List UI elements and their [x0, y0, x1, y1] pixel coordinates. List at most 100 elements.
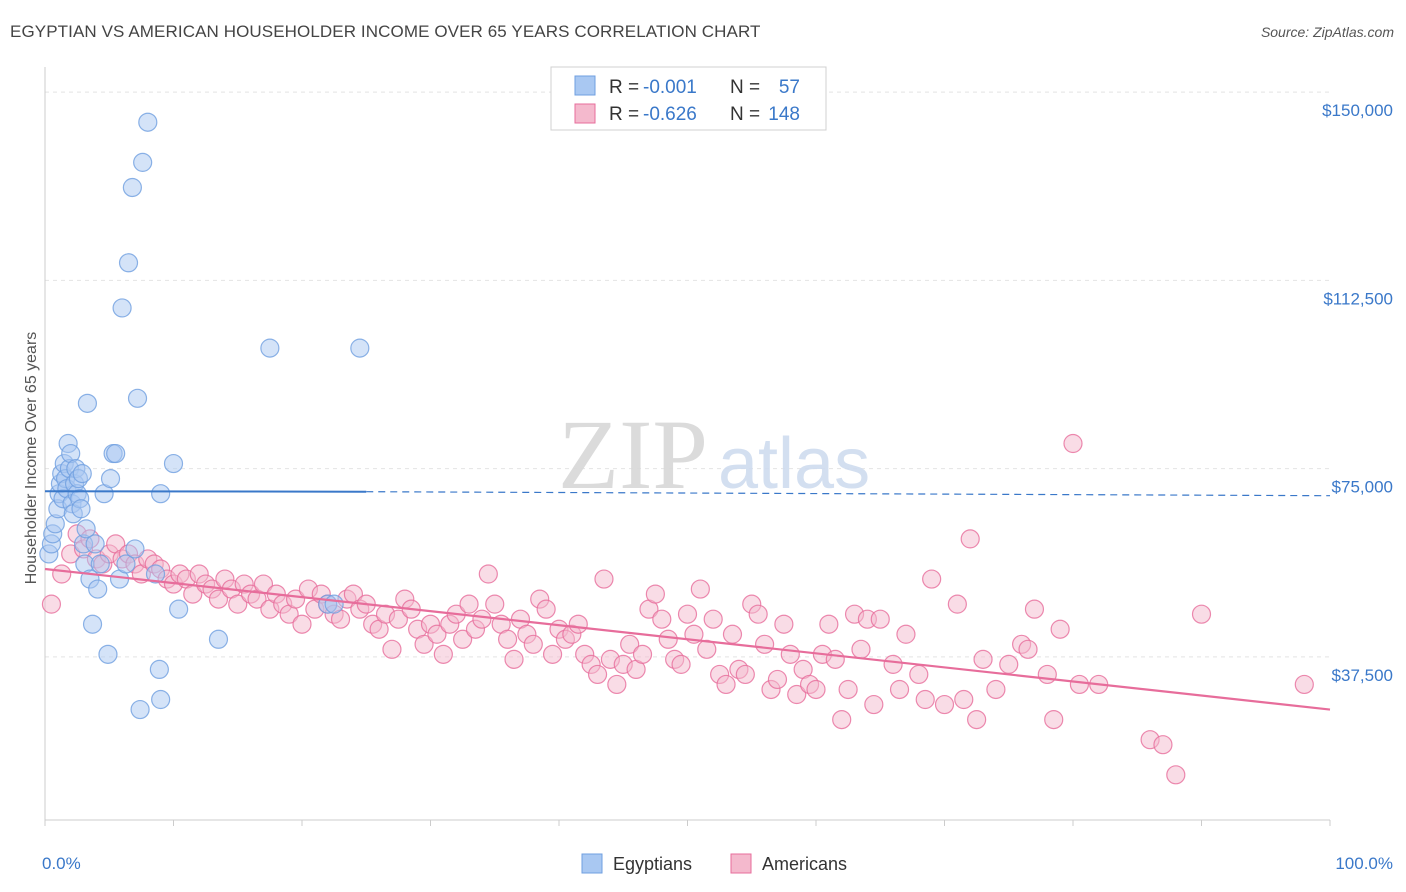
egyptians-point: [151, 689, 171, 710]
americans-point: [883, 654, 903, 674]
americans-point: [1063, 433, 1083, 454]
americans-point: [652, 609, 672, 629]
americans-point: [819, 614, 839, 634]
americans-point: [703, 609, 723, 629]
egyptians-point: [130, 699, 150, 720]
legend-box: R = -0.001 N = 57 R = -0.626 N = 148: [550, 66, 827, 131]
egyptians-point: [88, 579, 108, 599]
x-tick-labels: 0.0% 100.0%: [42, 854, 1393, 873]
americans-point: [934, 694, 955, 715]
americans-point: [922, 569, 942, 589]
egyptians-point: [112, 298, 132, 318]
y-tick-labels: $150,000 $112,500 $75,000 $37,500: [1322, 101, 1393, 685]
legend-n-label-egyptians: N =: [730, 77, 760, 98]
egyptians-points: [39, 112, 370, 720]
americans-point: [632, 644, 653, 664]
americans-point: [208, 589, 229, 609]
americans-point: [915, 689, 935, 710]
y-tick-label: $75,000: [1332, 478, 1393, 497]
grid-lines: [45, 91, 1330, 658]
bottom-legend-swatch-egyptians: [581, 853, 603, 874]
legend-swatch-egyptians: [574, 75, 596, 96]
chart-source: Source: ZipAtlas.com: [1260, 24, 1394, 40]
americans-point: [478, 564, 498, 584]
egyptians-point: [324, 594, 344, 614]
egyptians-point: [76, 519, 96, 539]
americans-point: [498, 629, 518, 649]
americans-point: [52, 564, 72, 584]
legend-n-value-americans: 148: [768, 104, 800, 125]
americans-point: [645, 584, 665, 604]
legend-r-label-egyptians: R =: [609, 77, 639, 98]
egyptians-point: [72, 464, 92, 484]
americans-point: [504, 649, 524, 669]
americans-point: [838, 679, 858, 700]
americans-point: [536, 599, 556, 619]
bottom-legend-swatch-americans: [730, 853, 752, 874]
watermark-zip: ZIP: [558, 399, 708, 510]
americans-point: [1069, 674, 1090, 695]
legend-r-value-americans: -0.626: [643, 104, 697, 125]
americans-point: [748, 604, 768, 624]
egyptians-point: [90, 554, 110, 574]
egyptians-point: [100, 469, 121, 489]
egyptians-point: [82, 614, 103, 634]
americans-point: [1024, 599, 1045, 619]
egyptians-point: [208, 629, 229, 649]
legend-n-value-egyptians: 57: [779, 77, 800, 98]
americans-point: [986, 679, 1006, 700]
americans-point: [832, 709, 852, 730]
egyptians-point: [169, 599, 189, 619]
americans-point: [620, 634, 640, 654]
americans-point: [780, 644, 800, 664]
egyptians-point: [106, 443, 126, 464]
axes: [44, 67, 1331, 826]
americans-point: [690, 579, 710, 599]
egyptians-point: [149, 659, 169, 680]
americans-point: [851, 639, 871, 659]
americans-point: [825, 649, 845, 669]
y-axis-label: Householder Income Over 65 years: [23, 332, 40, 585]
americans-point: [523, 634, 543, 654]
americans-point: [542, 644, 563, 664]
x-tick-label-min: 0.0%: [42, 854, 81, 873]
americans-point: [228, 594, 248, 614]
americans-point: [967, 709, 987, 730]
trend-lines: [44, 490, 1331, 711]
americans-point: [767, 669, 788, 690]
americans-point: [677, 604, 698, 624]
bottom-legend: Egyptians Americans: [581, 853, 847, 874]
americans-point: [453, 629, 473, 649]
americans-point: [1153, 735, 1173, 755]
americans-point: [954, 689, 974, 710]
americans-point: [1037, 664, 1057, 685]
legend-n-label-americans: N =: [730, 104, 760, 125]
americans-point: [806, 679, 826, 700]
americans-point: [594, 569, 614, 589]
americans-point: [787, 684, 807, 705]
americans-point: [658, 629, 678, 649]
egyptians-point: [85, 534, 105, 554]
americans-point: [1166, 765, 1186, 785]
legend-r-label-americans: R =: [609, 104, 639, 125]
americans-point: [382, 639, 402, 659]
egyptians-point: [116, 554, 136, 574]
americans-point: [459, 594, 479, 614]
americans-point: [292, 614, 312, 634]
americans-point: [671, 654, 691, 674]
egyptians-point: [163, 453, 184, 474]
americans-point: [864, 694, 884, 715]
watermark-atlas: atlas: [718, 424, 870, 504]
egyptians-point: [125, 539, 145, 559]
americans-point: [414, 634, 434, 654]
americans-points: [41, 433, 1314, 785]
americans-point: [870, 609, 890, 629]
americans-point: [388, 609, 408, 629]
americans-point: [960, 529, 980, 549]
americans-point: [1191, 604, 1212, 624]
americans-point: [722, 624, 743, 644]
americans-point: [909, 664, 929, 685]
egyptians-point: [350, 338, 370, 358]
y-tick-label: $112,500: [1323, 289, 1393, 308]
